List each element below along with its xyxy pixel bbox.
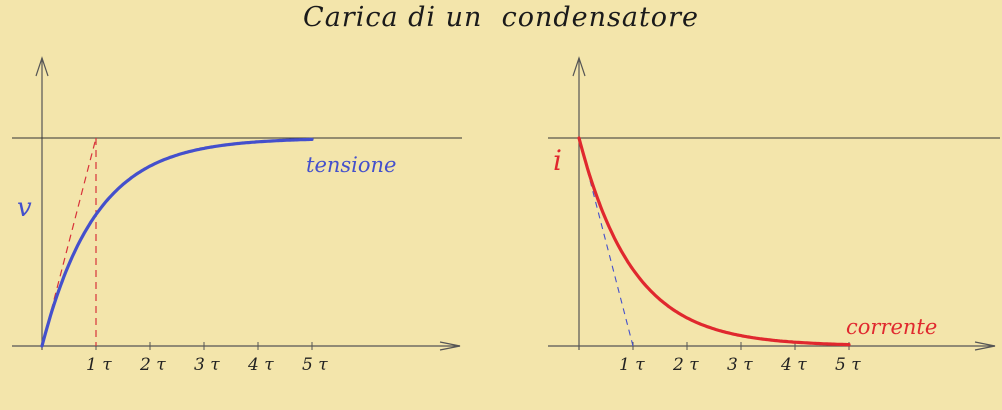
right-tick-label-2: 2 τ bbox=[672, 355, 699, 375]
voltage-chart: 1 τ 2 τ 3 τ 4 τ 5 τ v tensione bbox=[12, 56, 462, 375]
tensione-label: tensione bbox=[306, 153, 396, 177]
right-y-arrow-icon bbox=[572, 56, 586, 77]
left-y-arrow-icon bbox=[35, 56, 49, 77]
right-tick-label-5: 5 τ bbox=[835, 355, 861, 375]
current-curve bbox=[577, 136, 851, 347]
left-ticks: 1 τ 2 τ 3 τ 4 τ 5 τ bbox=[86, 342, 328, 375]
left-x-arrow-icon bbox=[439, 341, 461, 351]
current-chart: 1 τ 2 τ 3 τ 4 τ 5 τ i corrente bbox=[548, 56, 1000, 375]
right-tick-label-1: 1 τ bbox=[619, 355, 645, 375]
left-tick-label-5: 5 τ bbox=[302, 355, 328, 375]
i-axis-label: i bbox=[553, 144, 562, 177]
left-tick-label-4: 4 τ bbox=[247, 355, 274, 375]
left-tick-label-2: 2 τ bbox=[139, 355, 166, 375]
right-tick-label-4: 4 τ bbox=[780, 355, 807, 375]
right-tick-label-3: 3 τ bbox=[727, 355, 753, 375]
right-x-arrow-icon bbox=[974, 341, 996, 351]
left-tick-label-1: 1 τ bbox=[86, 355, 112, 375]
v-axis-label: v bbox=[17, 193, 32, 223]
corrente-label: corrente bbox=[846, 315, 937, 339]
right-ticks: 1 τ 2 τ 3 τ 4 τ 5 τ bbox=[619, 342, 861, 375]
voltage-curve bbox=[40, 137, 314, 348]
chart-title: Carica di un condensatore bbox=[303, 2, 699, 33]
left-tick-label-3: 3 τ bbox=[194, 355, 220, 375]
